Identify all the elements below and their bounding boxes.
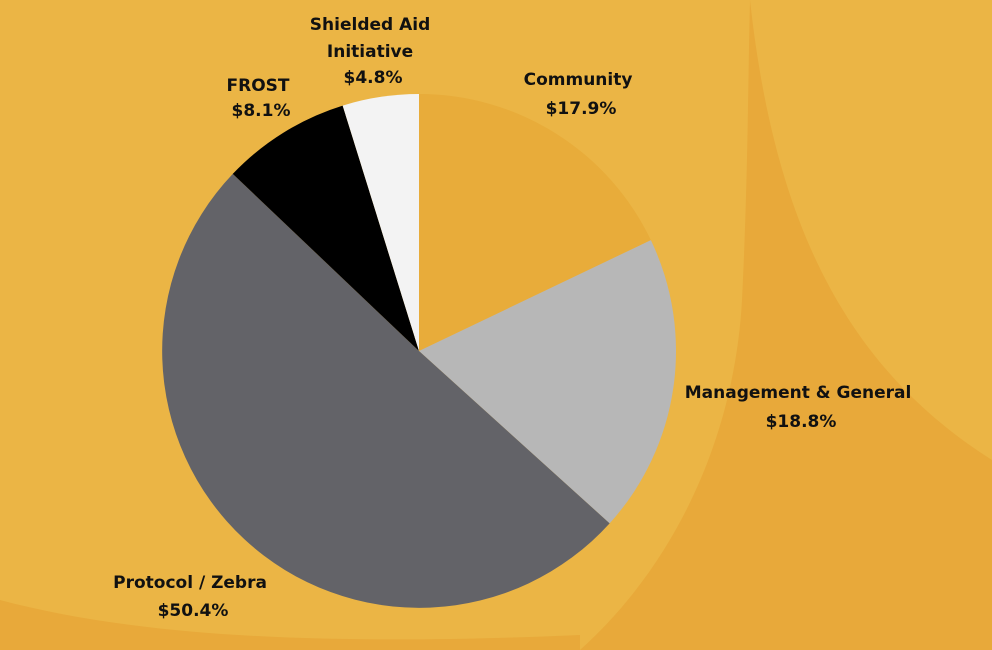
slice-label-protocol-zebra: Protocol / Zebra $50.4% <box>113 573 273 621</box>
slice-label-shielded-aid-value: $4.8% <box>344 68 403 88</box>
slice-label-frost-name: FROST <box>227 76 290 96</box>
slice-label-shielded-aid-initiative: Shielded Aid Initiative $4.8% <box>310 15 436 88</box>
pie-slices <box>162 94 677 608</box>
slice-label-community: Community $17.9% <box>524 70 639 119</box>
pie-slice-community <box>419 94 651 351</box>
background-bottom-band <box>0 600 580 650</box>
slice-label-protocol-zebra-value: $50.4% <box>158 601 229 621</box>
slice-label-shielded-aid-name-line1: Shielded Aid <box>310 15 430 35</box>
background-curve-shape <box>580 0 992 650</box>
slice-label-protocol-zebra-name: Protocol / Zebra <box>113 573 267 593</box>
slice-label-management-general-name: Management & General <box>685 383 912 403</box>
pie-slice-protocol-zebra <box>162 173 610 608</box>
pie-slice-frost <box>232 105 419 351</box>
pie-slice-management-general <box>419 240 677 524</box>
slice-label-shielded-aid-name-line2: Initiative <box>327 42 413 62</box>
pie-slice-shielded-aid-initiative <box>342 94 419 351</box>
pie-labels: Community $17.9% Management & General $1… <box>113 15 918 621</box>
slice-label-frost: FROST $8.1% <box>227 76 296 121</box>
slice-label-management-general: Management & General $18.8% <box>685 383 918 432</box>
slice-label-management-general-value: $18.8% <box>766 412 837 432</box>
slice-label-community-value: $17.9% <box>546 99 617 119</box>
slice-label-frost-value: $8.1% <box>232 101 291 121</box>
slice-label-community-name: Community <box>524 70 633 90</box>
